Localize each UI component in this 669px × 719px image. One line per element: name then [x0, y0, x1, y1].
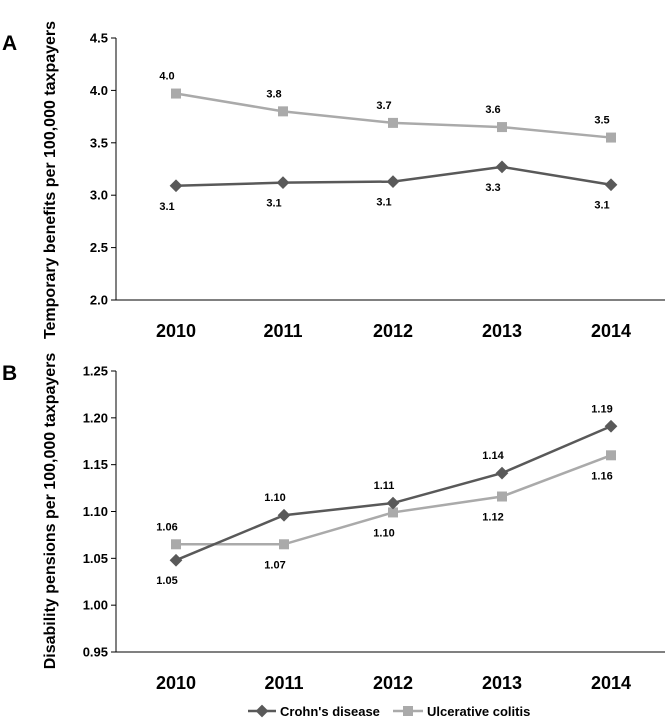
panel-a-point-uc	[388, 117, 398, 128]
panel-b-y-tick-label: 0.95	[83, 645, 108, 660]
panel-b-x-tick-label: 2012	[373, 673, 413, 693]
panel-a-data-label-crohns: 3.1	[376, 197, 391, 209]
legend-marker-uc	[403, 706, 413, 716]
panel-a-data-label-crohns: 3.1	[159, 201, 174, 213]
panel-b-data-label-uc: 1.10	[373, 527, 394, 539]
legend-label-uc: Ulcerative colitis	[427, 704, 530, 719]
panel-b-data-label-crohns: 1.14	[482, 450, 504, 462]
panel-b-y-tick-label: 1.00	[83, 598, 108, 613]
panel-b-y-tick-label: 1.05	[83, 551, 108, 566]
panel-a-x-tick-label: 2013	[482, 321, 522, 341]
panel-b-data-label-uc: 1.16	[591, 470, 612, 482]
panel-b-data-label-crohns: 1.11	[374, 480, 395, 492]
panel-a-point-uc	[606, 132, 616, 143]
panel-b-point-uc	[606, 450, 616, 461]
panel-a-data-label-crohns: 3.1	[266, 198, 281, 210]
panel-b-y-tick-label: 1.10	[83, 504, 108, 519]
panel-a-data-label-uc: 3.6	[485, 104, 500, 116]
panel-a-data-label-uc: 4.0	[159, 71, 174, 83]
panel-b-point-uc	[279, 539, 289, 550]
panel-a-point-uc	[171, 88, 181, 99]
panel-b-data-label-crohns: 1.10	[264, 492, 285, 504]
panel-b-y-tick-label: 1.25	[83, 364, 108, 379]
panel-b-data-label-crohns: 1.19	[591, 403, 612, 415]
panel-b-data-label-uc: 1.07	[264, 559, 285, 571]
panel-b-y-tick-label: 1.20	[83, 410, 108, 425]
panel-a-x-tick-label: 2012	[373, 321, 413, 341]
panel-a-data-label-uc: 3.7	[376, 100, 391, 112]
panel-b-point-crohns	[495, 466, 509, 480]
legend-marker-crohns	[255, 704, 269, 718]
panel-b-data-label-uc: 1.06	[156, 521, 177, 533]
panel-a-y-tick-label: 2.0	[90, 293, 108, 308]
panel-b-series-line-crohns	[175, 425, 612, 562]
panel-b-point-uc	[171, 539, 181, 550]
panel-a-y-axis-label: Temporary benefits per 100,000 taxpayers	[42, 21, 59, 339]
panel-b-point-crohns	[604, 419, 618, 433]
panel-b-point-crohns	[169, 553, 183, 567]
panel-b-data-label-uc: 1.12	[482, 512, 503, 524]
panel-b-x-tick-label: 2014	[591, 673, 631, 693]
panel-a-point-crohns	[169, 179, 183, 193]
panel-a-y-tick-label: 3.0	[90, 188, 108, 203]
legend: Crohn's disease Ulcerative colitis	[248, 704, 530, 719]
panel-label-b: B	[2, 362, 17, 385]
panel-b-x-tick-label: 2013	[482, 673, 522, 693]
panel-a-data-label-uc: 3.5	[594, 115, 609, 127]
panel-a-y-tick-label: 4.0	[90, 83, 108, 98]
legend-item-uc: Ulcerative colitis	[393, 704, 530, 719]
panel-label-a: A	[2, 32, 17, 55]
panel-a-x-tick-label: 2014	[591, 321, 631, 341]
panel-a-series-line-uc	[175, 92, 612, 139]
legend-item-crohns: Crohn's disease	[248, 704, 380, 719]
panel-a-x-tick-label: 2010	[156, 321, 196, 341]
panel-a-x-tick-label: 2011	[263, 321, 302, 341]
panel-b-point-crohns	[386, 496, 400, 510]
panel-a-data-label-uc: 3.8	[266, 88, 281, 100]
panel-a-point-uc	[497, 122, 507, 133]
panel-a-y-tick-label: 3.5	[90, 135, 108, 150]
panel-b-x-tick-label: 2010	[156, 673, 196, 693]
panel-a-point-crohns	[604, 178, 618, 192]
panel-a-y-tick-label: 4.5	[90, 31, 108, 46]
panel-b-data-label-crohns: 1.05	[156, 575, 177, 587]
panel-b-y-axis-label: Disability pensions per 100,000 taxpayer…	[42, 353, 59, 670]
panel-a-data-label-crohns: 3.1	[594, 200, 609, 212]
panel-b-point-crohns	[277, 508, 291, 522]
panel-a: A Temporary benefits per 100,000 taxpaye…	[2, 21, 665, 341]
panel-a-y-tick-label: 2.5	[90, 240, 108, 255]
legend-label-crohns: Crohn's disease	[280, 704, 380, 719]
panel-a-point-crohns	[495, 160, 509, 174]
panel-b-point-uc	[388, 507, 398, 518]
panel-a-point-crohns	[276, 176, 290, 189]
panel-b-point-uc	[497, 491, 507, 502]
panel-b-y-tick-label: 1.15	[83, 457, 108, 472]
panel-b-x-tick-label: 2011	[264, 673, 303, 693]
panel-a-point-uc	[278, 106, 288, 117]
panel-a-data-label-crohns: 3.3	[485, 182, 500, 194]
panel-b: B Disability pensions per 100,000 taxpay…	[2, 353, 665, 693]
panel-a-point-crohns	[386, 175, 400, 188]
